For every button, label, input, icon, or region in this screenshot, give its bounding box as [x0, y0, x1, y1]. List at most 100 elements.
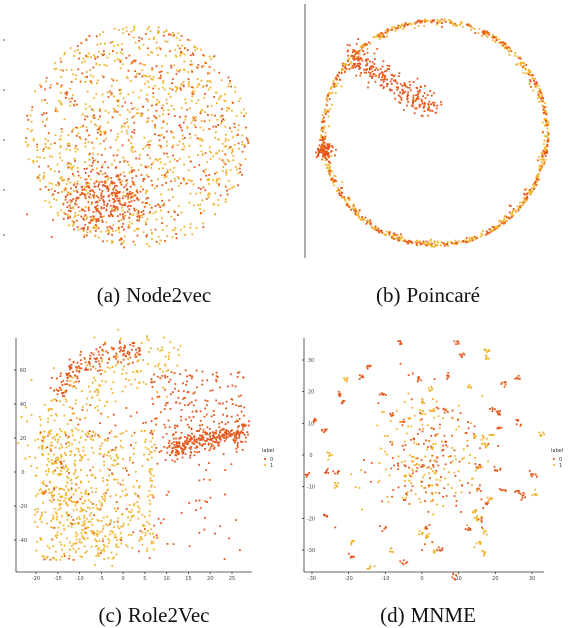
point-label-1	[110, 530, 112, 532]
point-label-0	[184, 137, 186, 139]
point-label-1	[197, 78, 199, 80]
point-label-1	[72, 543, 74, 545]
point-label-0	[224, 494, 226, 496]
point-label-1	[60, 444, 62, 446]
point-label-1	[52, 546, 54, 548]
point-label-0	[216, 381, 218, 383]
point-label-1	[105, 535, 107, 537]
point-label-0	[170, 65, 172, 67]
point-label-1	[184, 69, 186, 71]
point-label-1	[59, 500, 61, 502]
point-label-0	[70, 207, 72, 209]
point-label-1	[55, 107, 57, 109]
point-label-0	[170, 379, 172, 381]
point-label-0	[132, 362, 134, 364]
point-label-1	[85, 490, 87, 492]
point-label-1	[146, 190, 148, 192]
point-label-1	[131, 547, 133, 549]
point-label-0	[87, 116, 89, 118]
point-label-0	[107, 233, 109, 235]
point-label-1	[216, 178, 218, 180]
point-label-0	[528, 74, 530, 76]
point-label-0	[97, 370, 99, 372]
point-label-1	[176, 88, 178, 90]
point-label-0	[138, 212, 140, 214]
point-label-0	[104, 161, 106, 163]
point-label-1	[213, 69, 215, 71]
point-label-1	[529, 83, 531, 85]
point-label-0	[458, 343, 460, 345]
point-label-0	[69, 217, 71, 219]
point-label-0	[83, 227, 85, 229]
point-label-0	[429, 110, 431, 112]
point-label-1	[105, 381, 107, 383]
point-label-1	[138, 487, 140, 489]
point-label-0	[524, 189, 526, 191]
point-label-0	[64, 383, 66, 385]
point-label-0	[156, 104, 158, 106]
point-label-1	[50, 143, 52, 145]
point-label-0	[384, 528, 386, 530]
point-label-0	[65, 97, 67, 99]
legend-marker	[264, 458, 266, 460]
point-label-1	[87, 537, 89, 539]
point-label-1	[200, 138, 202, 140]
point-label-0	[232, 102, 234, 104]
point-label-1	[162, 349, 164, 351]
point-label-0	[382, 530, 384, 532]
point-label-1	[532, 90, 534, 92]
point-label-1	[474, 437, 476, 439]
point-label-0	[481, 519, 483, 521]
point-label-0	[326, 143, 328, 145]
point-label-1	[541, 164, 543, 166]
point-label-1	[111, 208, 113, 210]
point-label-0	[221, 108, 223, 110]
point-label-0	[213, 96, 215, 98]
point-label-0	[102, 354, 104, 356]
point-label-1	[130, 142, 132, 144]
point-label-1	[94, 407, 96, 409]
point-label-0	[171, 189, 173, 191]
point-label-1	[95, 93, 97, 95]
point-label-1	[145, 146, 147, 148]
point-label-1	[91, 447, 93, 449]
point-label-1	[53, 198, 55, 200]
point-label-1	[117, 517, 119, 519]
point-label-0	[237, 134, 239, 136]
point-label-1	[485, 530, 487, 532]
point-label-1	[328, 125, 330, 127]
point-label-1	[76, 417, 78, 419]
point-label-1	[122, 458, 124, 460]
point-label-1	[72, 73, 74, 75]
point-label-1	[84, 142, 86, 144]
point-label-1	[119, 114, 121, 116]
point-label-1	[115, 365, 117, 367]
point-label-1	[109, 495, 111, 497]
point-label-1	[183, 81, 185, 83]
point-label-0	[174, 211, 176, 213]
point-label-1	[92, 491, 94, 493]
point-label-1	[181, 45, 183, 47]
point-label-1	[102, 173, 104, 175]
point-label-1	[149, 157, 151, 159]
point-label-1	[68, 445, 70, 447]
point-label-1	[245, 158, 247, 160]
point-label-0	[61, 381, 63, 383]
point-label-1	[139, 540, 141, 542]
point-label-1	[127, 517, 129, 519]
point-label-1	[37, 438, 39, 440]
point-label-0	[204, 120, 206, 122]
point-label-0	[348, 64, 350, 66]
point-label-1	[474, 28, 476, 30]
point-label-0	[167, 171, 169, 173]
point-label-1	[145, 192, 147, 194]
point-label-0	[57, 393, 59, 395]
point-label-1	[428, 244, 430, 246]
point-label-0	[79, 136, 81, 138]
point-label-0	[350, 557, 352, 559]
point-label-1	[501, 45, 503, 47]
point-label-1	[75, 399, 77, 401]
point-label-0	[505, 383, 507, 385]
point-label-1	[232, 137, 234, 139]
